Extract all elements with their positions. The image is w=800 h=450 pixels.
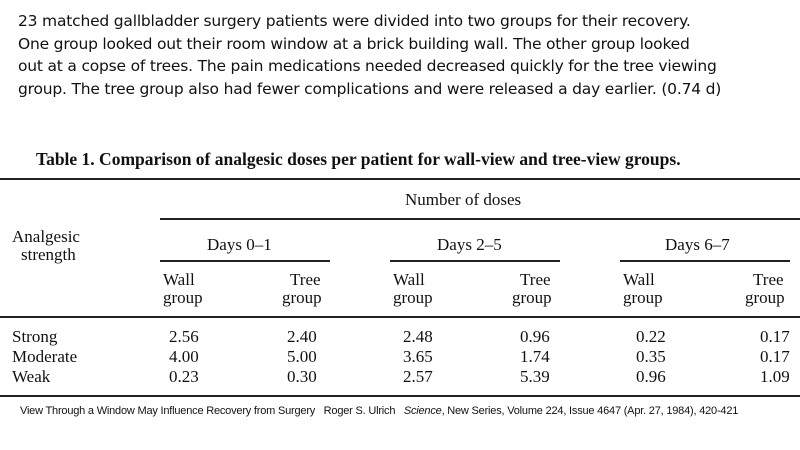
group-header: group — [393, 288, 433, 307]
group-header: group — [623, 288, 663, 307]
group-header: group — [282, 288, 322, 307]
table-cell: 2.48 — [403, 327, 433, 346]
table-cell: 2.40 — [287, 327, 317, 346]
row-header-line2: strength — [21, 245, 76, 264]
table-cell: 0.22 — [636, 327, 666, 346]
table-cell: 4.00 — [169, 347, 199, 366]
citation: View Through a Window May Influence Reco… — [20, 405, 738, 417]
group-header: group — [163, 288, 203, 307]
table-cell: 0.30 — [287, 367, 317, 386]
table-cell: 2.56 — [169, 327, 199, 346]
period-rule — [390, 260, 560, 262]
group-header: Wall — [393, 270, 425, 289]
table-cell: 0.35 — [636, 347, 666, 366]
group-header: Tree — [520, 270, 551, 289]
period-header: Days 6–7 — [665, 235, 730, 254]
period-header: Days 0–1 — [207, 235, 272, 254]
row-label: Strong — [12, 327, 58, 346]
row-label: Weak — [12, 367, 51, 386]
group-header: Wall — [163, 270, 195, 289]
spanner-rule — [160, 218, 800, 220]
table-cell: 0.17 — [760, 327, 790, 346]
citation-text: View Through a Window May Influence Reco… — [20, 405, 404, 417]
citation-journal: Science — [403, 405, 442, 417]
group-header: group — [745, 288, 785, 307]
header-rule — [0, 316, 800, 318]
table-cell: 0.96 — [636, 367, 666, 386]
period-rule — [160, 260, 330, 262]
period-rule — [620, 260, 790, 262]
row-header-line1: Analgesic — [12, 227, 80, 246]
table-cell: 1.74 — [520, 347, 550, 366]
bottom-rule — [0, 395, 800, 397]
table-cell: 5.00 — [287, 347, 317, 366]
table-cell: 5.39 — [520, 367, 550, 386]
table-cell: 2.57 — [403, 367, 433, 386]
table-cell: 1.09 — [760, 367, 790, 386]
table-cell: 0.23 — [169, 367, 199, 386]
group-header: Tree — [753, 270, 784, 289]
intro-line: out at a copse of trees. The pain medica… — [18, 57, 717, 75]
intro-line: group. The tree group also had fewer com… — [18, 79, 722, 98]
top-rule — [0, 178, 800, 180]
table-cell: 0.96 — [520, 327, 550, 346]
group-header: Wall — [623, 270, 655, 289]
intro-line: One group looked out their room window a… — [18, 34, 690, 53]
table-cell: 3.65 — [403, 347, 433, 366]
spanner-header: Number of doses — [405, 190, 522, 209]
period-header: Days 2–5 — [437, 235, 502, 254]
table-title: Table 1. Comparison of analgesic doses p… — [36, 149, 681, 169]
table-cell: 0.17 — [760, 347, 790, 366]
group-header: Tree — [290, 270, 321, 289]
intro-line: 23 matched gallbladder surgery patients … — [18, 12, 691, 30]
row-label: Moderate — [12, 347, 78, 366]
intro-paragraph: 23 matched gallbladder surgery patients … — [18, 10, 798, 100]
group-header: group — [512, 288, 552, 307]
citation-details: , New Series, Volume 224, Issue 4647 (Ap… — [441, 405, 739, 417]
